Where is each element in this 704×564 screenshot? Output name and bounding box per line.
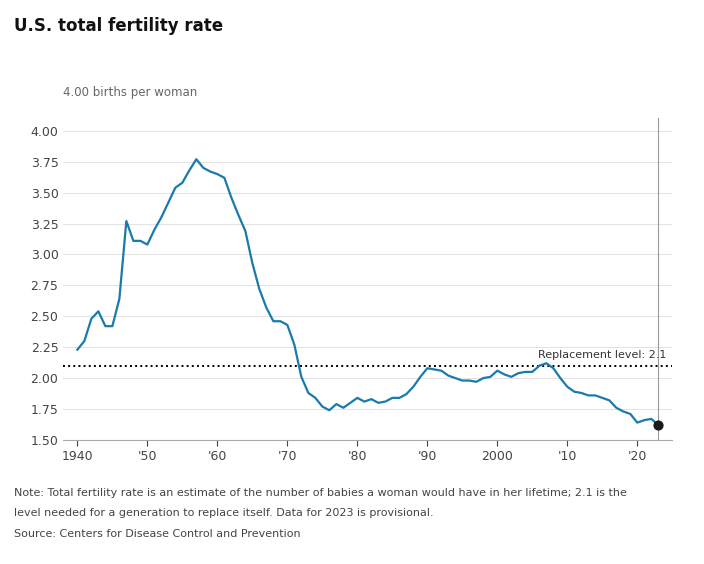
Text: level needed for a generation to replace itself. Data for 2023 is provisional.: level needed for a generation to replace… (14, 508, 434, 518)
Text: Source: Centers for Disease Control and Prevention: Source: Centers for Disease Control and … (14, 529, 301, 539)
Text: 4.00 births per woman: 4.00 births per woman (63, 86, 198, 99)
Point (653, 421, 664, 430)
Text: U.S. total fertility rate: U.S. total fertility rate (14, 17, 223, 35)
Text: Replacement level: 2.1: Replacement level: 2.1 (539, 350, 667, 360)
Text: Note: Total fertility rate is an estimate of the number of babies a woman would : Note: Total fertility rate is an estimat… (14, 488, 627, 498)
